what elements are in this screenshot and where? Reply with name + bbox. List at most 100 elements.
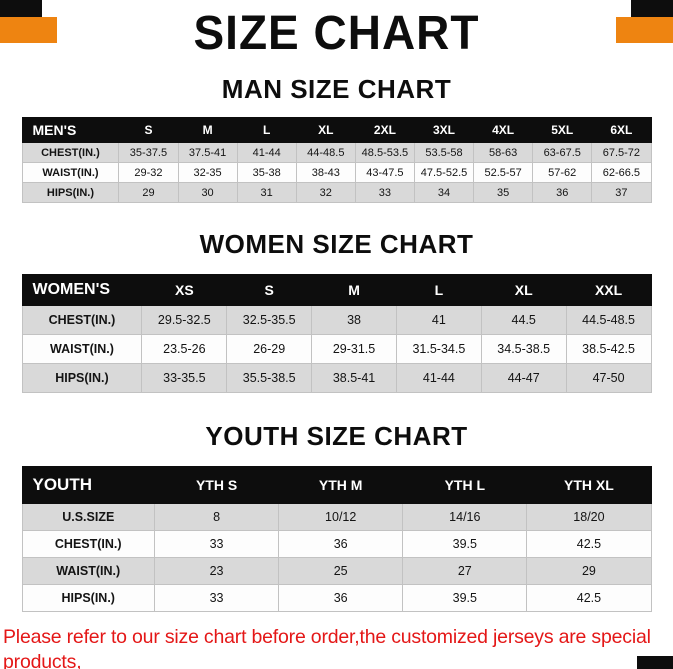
table-row: HIPS(IN.) 29 30 31 32 33 34 35 36 37 [21, 182, 652, 204]
table-row: WAIST(IN.) 23 25 27 29 [21, 557, 652, 586]
table-title-cell: WOMEN'S [21, 274, 143, 307]
row-label-cell: CHEST(IN.) [21, 530, 155, 559]
value-cell: 58-63 [473, 142, 534, 164]
value-cell: 38-43 [295, 162, 356, 184]
value-cell: 47.5-52.5 [413, 162, 475, 184]
table-row: CHEST(IN.) 35-37.5 37.5-41 41-44 44-48.5 48.5… [21, 142, 652, 164]
size-column-header: 6XL [591, 117, 652, 144]
value-cell: 25 [278, 557, 404, 586]
value-cell: 44-47 [480, 363, 567, 394]
size-column-header: 4XL [473, 117, 534, 144]
value-cell: 34 [413, 182, 475, 204]
footer-disclaimer: Please refer to our size chart before or… [3, 625, 671, 669]
size-column-header: XXL [565, 274, 652, 307]
table-row: HIPS(IN.) 33 36 39.5 42.5 [21, 584, 652, 613]
value-cell: 35.5-38.5 [226, 363, 313, 394]
value-cell: 35-38 [236, 162, 297, 184]
value-cell: 36 [278, 584, 404, 613]
value-cell: 42.5 [526, 584, 652, 613]
value-cell: 37.5-41 [177, 142, 238, 164]
row-label-cell: HIPS(IN.) [21, 584, 155, 613]
table-title-cell: YOUTH [21, 466, 155, 505]
value-cell: 63-67.5 [532, 142, 593, 164]
size-column-header: S [226, 274, 313, 307]
row-label-cell: WAIST(IN.) [21, 334, 143, 365]
value-cell: 39.5 [402, 584, 528, 613]
value-cell: 23.5-26 [141, 334, 228, 365]
table-row: HIPS(IN.) 33-35.5 35.5-38.5 38.5-41 41-44 44-… [21, 363, 652, 394]
value-cell: 53.5-58 [413, 142, 475, 164]
value-cell: 38 [311, 305, 397, 336]
row-label-cell: WAIST(IN.) [21, 162, 120, 184]
value-cell: 36 [278, 530, 404, 559]
value-cell: 42.5 [526, 530, 652, 559]
value-cell: 38.5-41 [311, 363, 397, 394]
value-cell: 37 [591, 182, 652, 204]
value-cell: 52.5-57 [473, 162, 534, 184]
table-row: WAIST(IN.) 29-32 32-35 35-38 38-43 43-47.5 47.… [21, 162, 652, 184]
section-heading-women: WOMEN SIZE CHART [199, 229, 474, 260]
size-column-header: YTH XL [526, 466, 652, 505]
value-cell: 33 [153, 530, 280, 559]
size-column-header: 5XL [532, 117, 593, 144]
value-cell: 10/12 [278, 503, 404, 532]
size-column-header: YTH L [402, 466, 528, 505]
table-header-row: WOMEN'S XS S M L XL XXL [21, 274, 652, 307]
men-size-table: MEN'S S M L XL 2XL 3XL 4XL 5XL 6XL CHEST(IN.) 35-37… [21, 117, 652, 204]
value-cell: 48.5-53.5 [354, 142, 415, 164]
size-column-header: L [395, 274, 482, 307]
value-cell: 43-47.5 [354, 162, 415, 184]
row-label-cell: U.S.SIZE [21, 503, 155, 532]
value-cell: 44.5-48.5 [565, 305, 652, 336]
value-cell: 36 [532, 182, 593, 204]
size-column-header: YTH M [278, 466, 404, 505]
value-cell: 44.5 [480, 305, 567, 336]
value-cell: 29 [118, 182, 179, 204]
value-cell: 33 [153, 584, 280, 613]
value-cell: 31.5-34.5 [395, 334, 482, 365]
size-column-header: XS [141, 274, 228, 307]
corner-accent-top-right-orange [616, 17, 673, 43]
value-cell: 18/20 [526, 503, 652, 532]
section-heading-man: MAN SIZE CHART [221, 74, 452, 105]
size-column-header: M [177, 117, 238, 144]
page-title: SIZE CHART [193, 4, 480, 60]
value-cell: 26-29 [226, 334, 313, 365]
size-column-header: XL [480, 274, 567, 307]
value-cell: 30 [177, 182, 238, 204]
value-cell: 23 [153, 557, 280, 586]
corner-accent-top-left-orange [0, 17, 57, 43]
value-cell: 29.5-32.5 [141, 305, 228, 336]
row-label-cell: HIPS(IN.) [21, 363, 143, 394]
table-title-cell: MEN'S [21, 117, 120, 144]
value-cell: 8 [153, 503, 280, 532]
size-column-header: 2XL [354, 117, 415, 144]
row-label-cell: CHEST(IN.) [21, 142, 120, 164]
size-column-header: M [311, 274, 397, 307]
value-cell: 29 [526, 557, 652, 586]
value-cell: 32-35 [177, 162, 238, 184]
value-cell: 35 [473, 182, 534, 204]
value-cell: 47-50 [565, 363, 652, 394]
value-cell: 38.5-42.5 [565, 334, 652, 365]
corner-accent-top-left-black [0, 0, 42, 17]
value-cell: 34.5-38.5 [480, 334, 567, 365]
value-cell: 35-37.5 [118, 142, 179, 164]
table-header-row: MEN'S S M L XL 2XL 3XL 4XL 5XL 6XL [21, 117, 652, 144]
value-cell: 41-44 [236, 142, 297, 164]
value-cell: 31 [236, 182, 297, 204]
value-cell: 41 [395, 305, 482, 336]
value-cell: 62-66.5 [591, 162, 652, 184]
value-cell: 27 [402, 557, 528, 586]
footer-disclaimer-line1: Please refer to our size chart before or… [3, 626, 651, 669]
corner-accent-bottom-right-black [637, 656, 673, 669]
value-cell: 14/16 [402, 503, 528, 532]
size-column-header: YTH S [153, 466, 280, 505]
row-label-cell: WAIST(IN.) [21, 557, 155, 586]
table-row: U.S.SIZE 8 10/12 14/16 18/20 [21, 503, 652, 532]
corner-accent-top-right-black [631, 0, 673, 17]
row-label-cell: CHEST(IN.) [21, 305, 143, 336]
section-heading-youth: YOUTH SIZE CHART [205, 421, 468, 452]
row-label-cell: HIPS(IN.) [21, 182, 120, 204]
